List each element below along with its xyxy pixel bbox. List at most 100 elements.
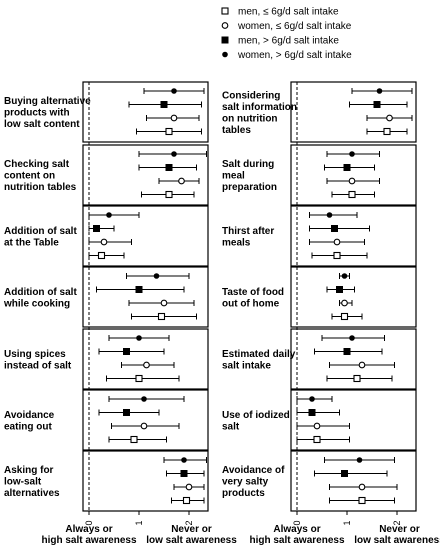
data-point-filled-circle: [171, 88, 177, 94]
data-point-open-square: [353, 374, 361, 383]
data-point-filled-circle: [153, 273, 160, 279]
x-tick-label: 1: [134, 520, 144, 525]
panel-label: low salt content: [4, 119, 80, 130]
data-point-filled-square: [341, 470, 348, 477]
data-point-open-square: [313, 435, 321, 444]
data-point-open-circle: [143, 361, 150, 369]
data-point-open-circle: [348, 177, 356, 185]
data-point-filled-square: [336, 286, 343, 293]
data-point-open-square: [383, 127, 391, 136]
legend-marker-filled-square: [221, 36, 229, 44]
panel-frame: [82, 266, 209, 328]
data-point-open-circle: [358, 361, 366, 369]
panel-label: Using spices: [4, 349, 66, 360]
data-point-filled-square: [180, 470, 188, 477]
panel-frame: [82, 328, 209, 390]
panel-frame: [290, 205, 417, 267]
panel-label: Avoidance of: [222, 465, 285, 476]
x-axis-end-label-right: Never or: [171, 524, 212, 535]
data-point-open-circle: [313, 422, 321, 430]
data-point-filled-circle: [326, 212, 333, 218]
panel-label: meals: [222, 237, 251, 248]
panel-frame: [290, 266, 417, 328]
data-point-open-square: [157, 312, 166, 321]
data-point-filled-square: [160, 101, 168, 108]
data-point-open-square: [130, 435, 138, 444]
panel-label: low-salt: [4, 477, 42, 488]
panel-label: Addition of salt: [4, 287, 77, 298]
panel-frame: [290, 328, 417, 390]
panel-frame: [82, 205, 209, 267]
panel-label: products with: [4, 108, 70, 119]
data-point-filled-square: [343, 348, 351, 355]
panel-label: eating out: [4, 421, 52, 432]
panel-frame: [82, 144, 209, 206]
data-point-filled-circle: [376, 88, 383, 94]
data-point-open-square: [165, 127, 173, 136]
data-point-filled-circle: [349, 151, 355, 157]
panel-label: Thirst after: [222, 226, 274, 237]
x-tick-label: 0: [292, 520, 302, 525]
data-point-filled-square: [343, 164, 351, 171]
panel-label: Buying alternative: [4, 96, 91, 107]
data-point-open-square: [358, 496, 366, 505]
data-point-open-circle: [333, 238, 341, 246]
data-point-open-square: [97, 251, 106, 260]
data-point-filled-circle: [171, 151, 177, 157]
data-point-filled-circle: [349, 335, 355, 341]
panel-label: alternatives: [4, 488, 60, 499]
data-point-open-circle: [178, 177, 185, 185]
panel-label: very salty: [222, 477, 269, 488]
panel-label: nutrition tables: [4, 182, 77, 193]
panel-label: instead of salt: [4, 360, 72, 371]
x-axis-end-label-right: low salt awareness: [146, 535, 237, 546]
data-point-open-circle: [160, 299, 168, 307]
data-point-filled-square: [123, 409, 130, 416]
data-point-open-square: [333, 251, 341, 260]
data-point-filled-square: [93, 225, 100, 232]
panel-frame: [290, 81, 417, 143]
panel-label: salt information: [222, 102, 297, 113]
x-tick-label: 0: [84, 520, 94, 525]
panel-label: Checking salt: [4, 159, 70, 170]
panel-frame: [82, 81, 209, 143]
x-axis-end-label-left: high salt awareness: [41, 535, 136, 546]
data-point-open-circle: [358, 483, 366, 491]
data-point-filled-circle: [141, 396, 147, 402]
panel-frame: [82, 389, 209, 451]
panel-label: Addition of salt: [4, 226, 77, 237]
panel-label: Avoidance: [4, 410, 55, 421]
data-point-filled-circle: [356, 457, 363, 463]
data-point-open-circle: [170, 114, 178, 122]
panel-label: tables: [222, 125, 251, 136]
data-point-filled-circle: [136, 335, 142, 341]
data-point-filled-square: [373, 101, 381, 108]
data-point-open-square: [182, 496, 191, 505]
data-point-filled-square: [165, 164, 173, 171]
panel-label: Estimated daily: [222, 349, 296, 360]
panel-frame: [290, 450, 417, 512]
panel-label: meal: [222, 171, 245, 182]
legend-marker-filled-circle: [222, 51, 228, 58]
data-point-filled-square: [135, 286, 143, 293]
x-axis-end-label-left: Always or: [65, 524, 112, 535]
data-point-filled-square: [308, 409, 316, 416]
panel-label: preparation: [222, 182, 277, 193]
panel-label: salt: [222, 421, 240, 432]
legend-marker-open-square: [221, 7, 229, 15]
panel-label: Salt during: [222, 159, 274, 170]
panel-label: while cooking: [3, 298, 70, 309]
data-point-filled-circle: [309, 396, 315, 402]
data-point-open-circle: [100, 238, 108, 246]
panel-label: at the Table: [4, 237, 59, 248]
panel-label: products: [222, 488, 265, 499]
data-point-open-square: [135, 374, 143, 383]
legend-marker-open-circle: [221, 22, 229, 29]
data-point-filled-square: [123, 348, 130, 355]
panel-frame: [290, 144, 417, 206]
data-point-open-circle: [140, 422, 148, 430]
data-point-open-square: [165, 190, 173, 199]
x-axis-end-label-right: low salt awareness: [354, 535, 440, 546]
legend-label: women, ≤ 6g/d salt intake: [237, 21, 352, 32]
